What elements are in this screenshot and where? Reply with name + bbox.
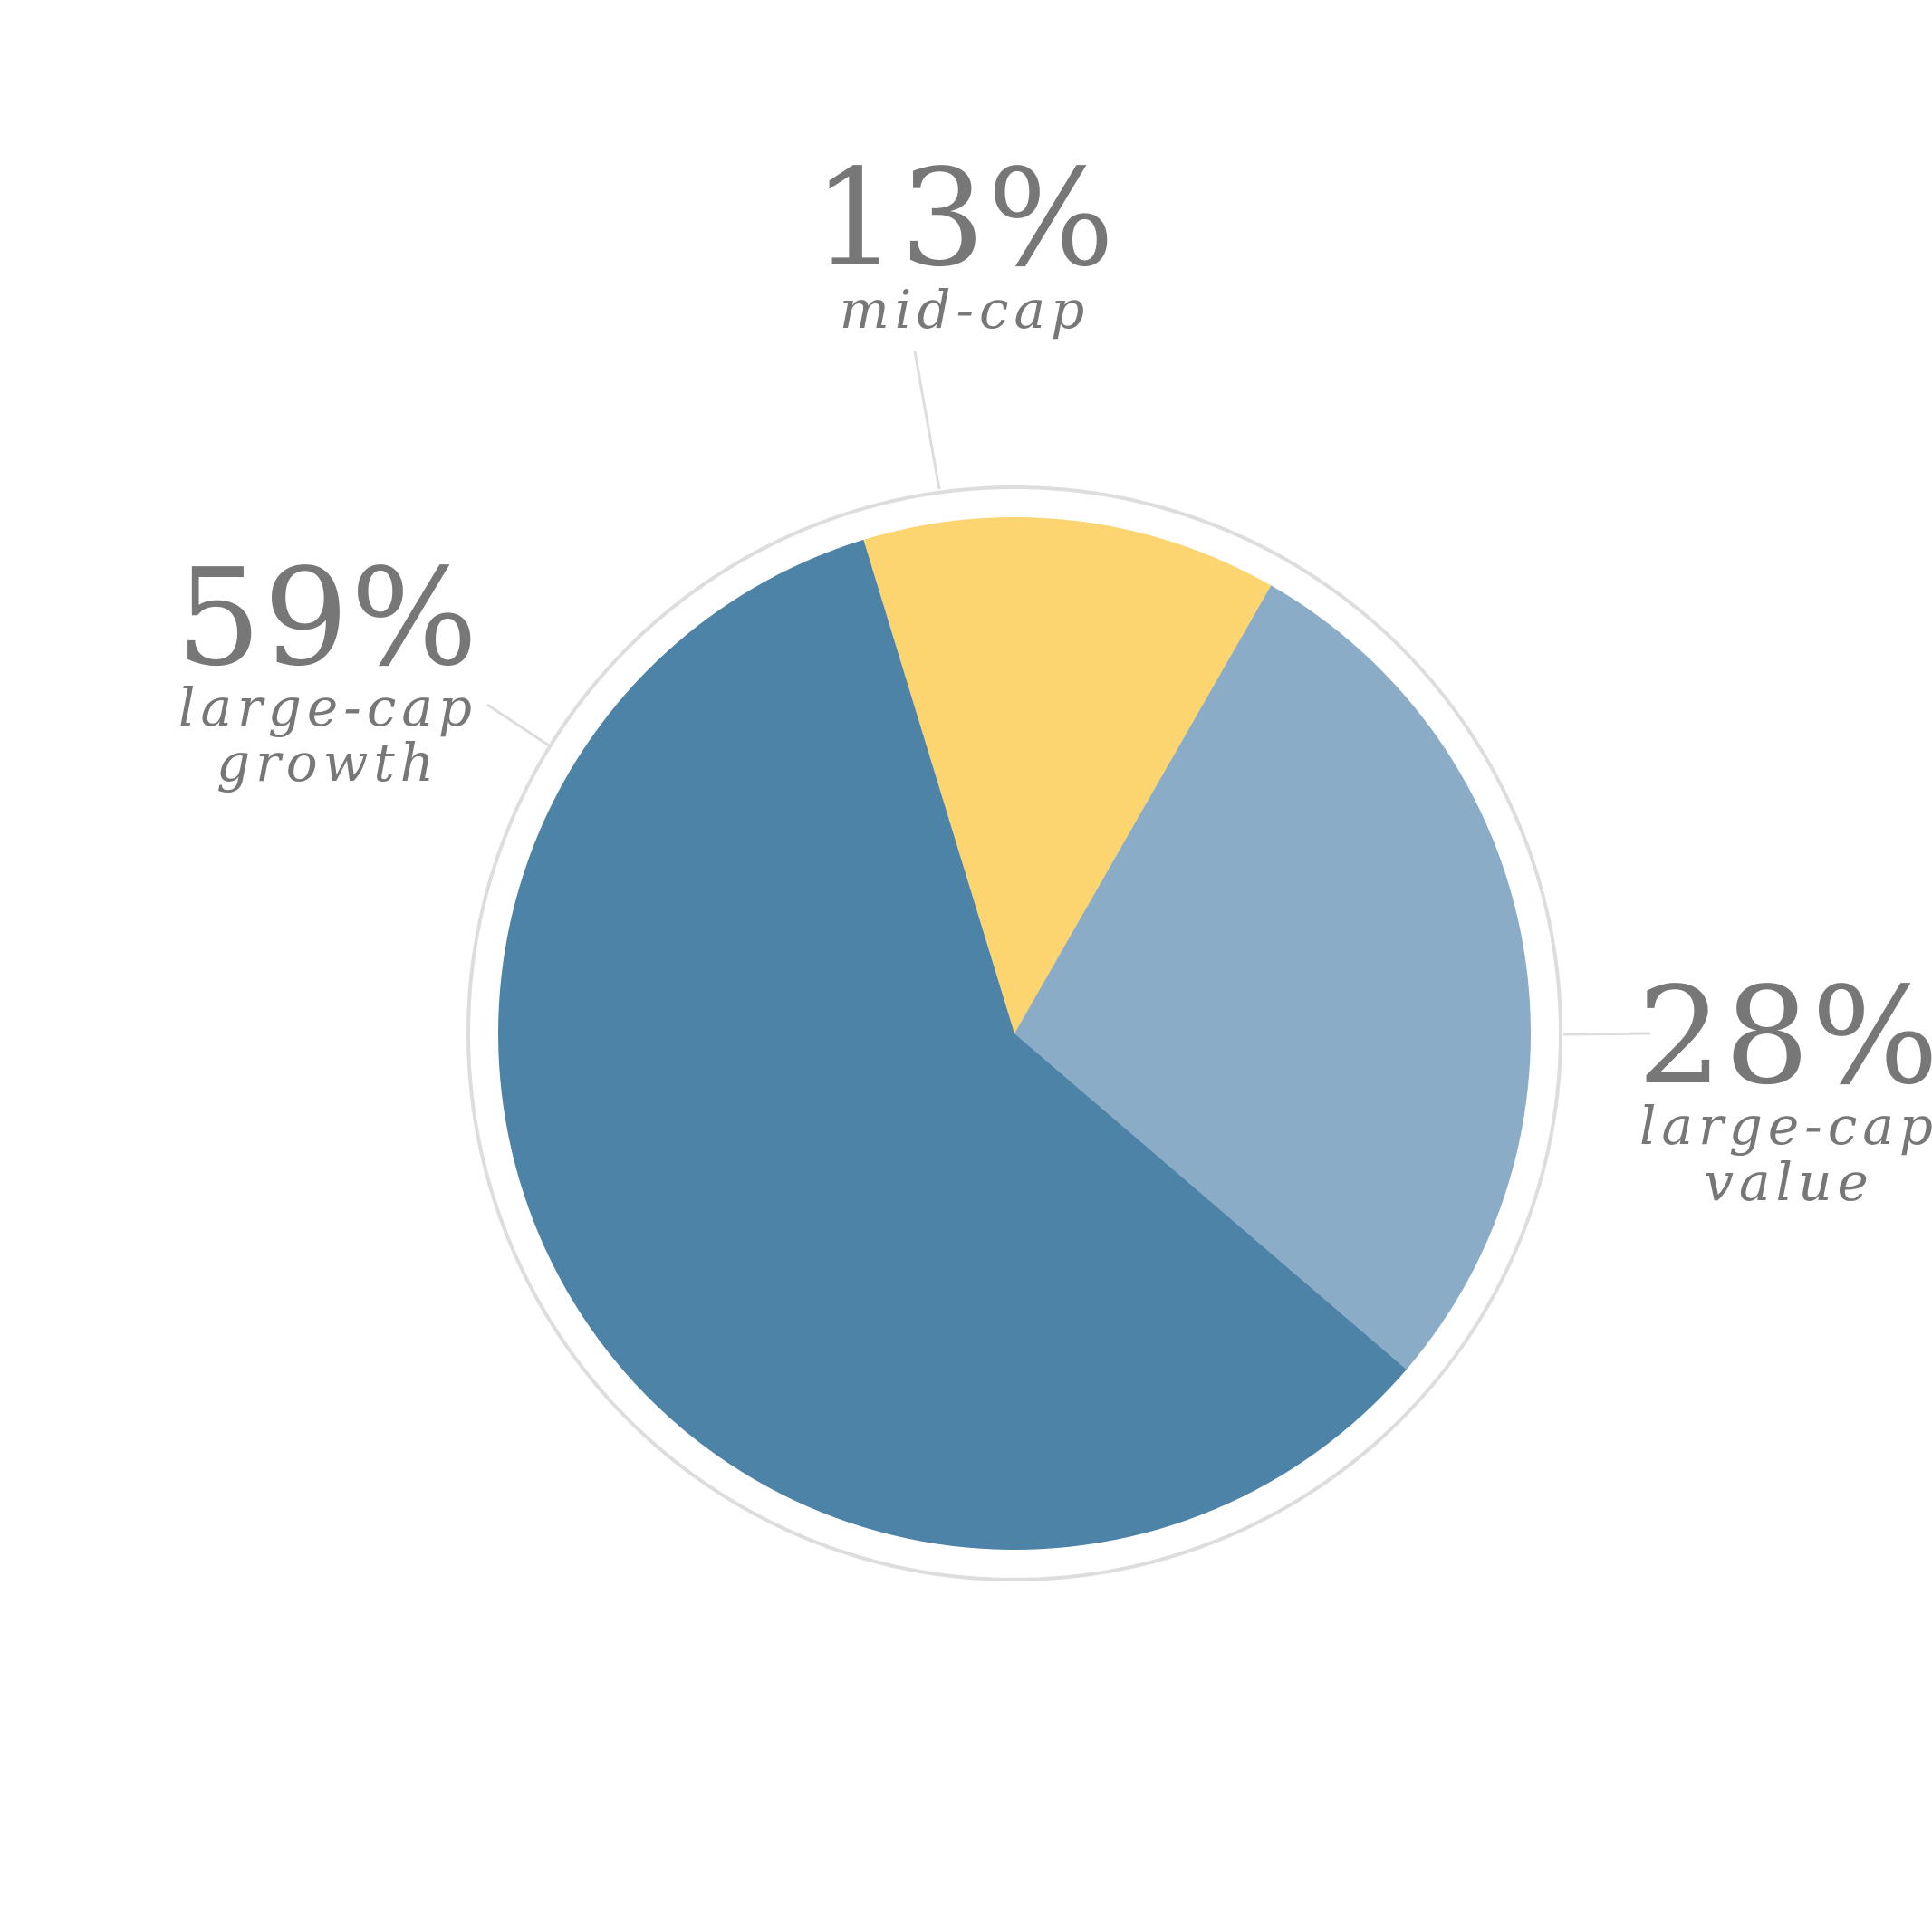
leader-lines [486,351,1651,1036]
slice-label-large-cap-growth-line2: growth [216,732,439,793]
slice-percent-large-cap-value: 28% [1638,958,1932,1114]
slice-label-large-cap-growth-line1: large-cap [178,677,477,738]
leader-line-large-cap-value [1562,1032,1651,1036]
pie-slice-mid-cap [863,517,1272,1033]
pie-slice-large-cap-growth [498,539,1407,1551]
leader-line-mid-cap [913,351,941,490]
slice-percent-mid-cap: 13% [813,140,1117,296]
slice-percent-large-cap-growth: 59% [177,540,480,696]
leader-line-large-cap-growth [486,703,550,747]
slice-label-large-cap-value-line1: large-cap [1639,1095,1932,1157]
outer-ring [466,485,1562,1581]
pie-slices [498,517,1531,1551]
slice-label-mid-cap: mid-cap [840,279,1090,341]
pie-slice-large-cap-value [1014,585,1531,1370]
slice-label-large-cap-value-line2: value [1704,1151,1874,1213]
